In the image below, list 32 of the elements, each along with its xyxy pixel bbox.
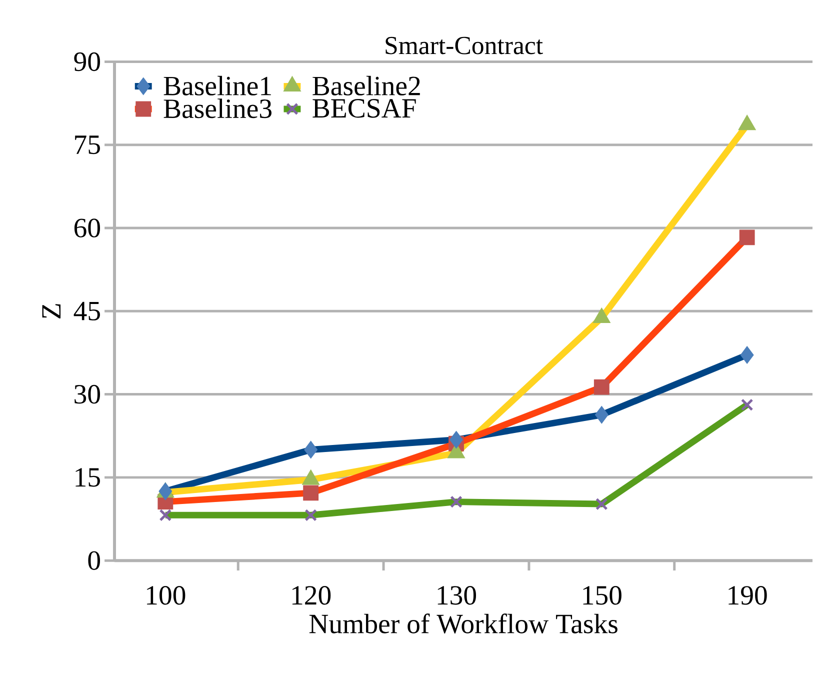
x-tick-label: 120 bbox=[292, 586, 331, 605]
legend-label: Baseline1 bbox=[164, 76, 271, 96]
x-tick-label: 150 bbox=[583, 586, 622, 605]
x-tick-label: 100 bbox=[147, 586, 186, 605]
point bbox=[738, 116, 756, 130]
x-axis-title: Number of Workflow Tasks bbox=[309, 613, 618, 634]
point bbox=[740, 398, 754, 411]
point bbox=[450, 431, 463, 448]
y-tick-label: 30 bbox=[74, 384, 100, 404]
chart-title: Smart-Contract bbox=[386, 36, 543, 54]
y-tick-label: 75 bbox=[75, 136, 100, 154]
point bbox=[304, 441, 318, 458]
y-axis-title: Z bbox=[42, 304, 60, 318]
y-tick-label: 60 bbox=[74, 218, 100, 238]
x-tick-label: 190 bbox=[728, 586, 767, 605]
point bbox=[740, 346, 754, 364]
y-tick-label: 15 bbox=[76, 468, 100, 487]
point bbox=[450, 496, 462, 508]
point bbox=[594, 379, 610, 395]
point bbox=[595, 498, 608, 510]
legend-label: Baseline2 bbox=[312, 76, 420, 96]
point bbox=[739, 230, 755, 246]
x-tick-label: 130 bbox=[438, 586, 476, 605]
y-tick-label: 90 bbox=[74, 52, 100, 72]
point bbox=[159, 508, 172, 522]
y-tick-label: 45 bbox=[74, 302, 100, 320]
legend-label: BECSAF bbox=[312, 99, 416, 118]
point bbox=[595, 406, 608, 423]
legend-label: Baseline3 bbox=[164, 98, 272, 118]
y-tick-label: 0 bbox=[88, 551, 100, 570]
point bbox=[303, 485, 319, 501]
point bbox=[304, 508, 317, 522]
